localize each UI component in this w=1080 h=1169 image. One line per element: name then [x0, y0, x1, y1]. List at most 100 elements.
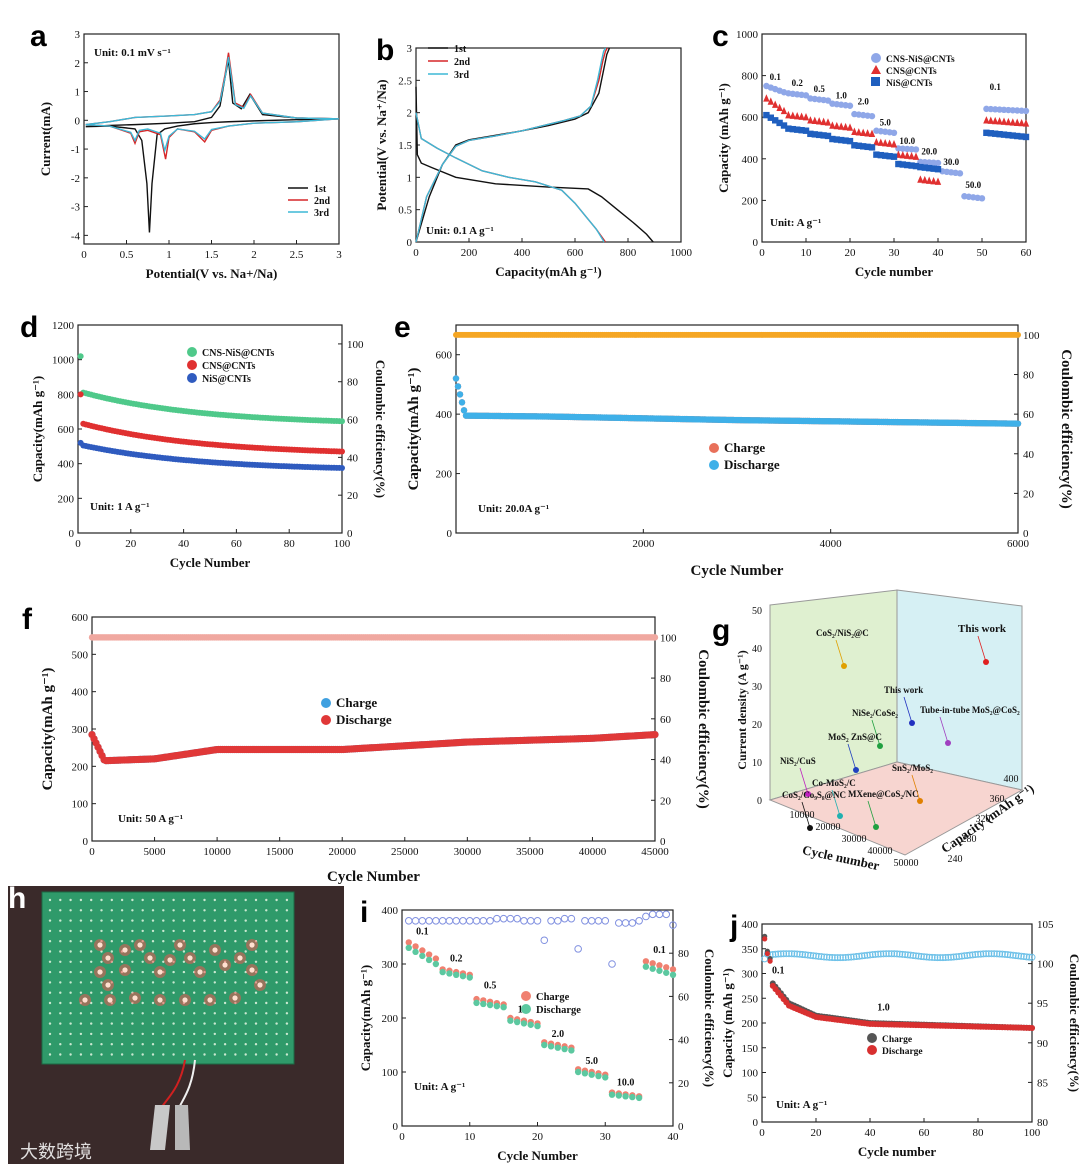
y-tick-label: 2: [407, 108, 413, 120]
ce-point: [581, 917, 589, 925]
board-hole: [162, 981, 165, 984]
board-hole: [193, 1032, 196, 1036]
data-point: [816, 131, 823, 139]
board-hole: [193, 919, 196, 922]
point-label: MoS₂ ZnS@C: [828, 732, 882, 742]
y-tick-label: 600: [58, 424, 75, 436]
board-hole: [69, 909, 72, 912]
board-hole: [285, 940, 289, 943]
rate-label: 0.1: [770, 72, 782, 82]
board-hole: [223, 1053, 227, 1056]
x-axis-title: Capacity(mAh g⁻¹): [495, 264, 601, 279]
ce-point: [939, 954, 947, 962]
data-point: [908, 152, 915, 160]
data-point: [992, 116, 999, 125]
board-hole: [275, 960, 278, 963]
board-hole: [141, 1022, 144, 1025]
board-hole: [223, 909, 227, 912]
ce-point: [809, 952, 817, 960]
y-tick-label: 200: [742, 1018, 759, 1030]
board-hole: [234, 1022, 237, 1025]
y-axis-title: Capacity(mAh g⁻¹): [358, 965, 373, 1071]
board-hole: [244, 1022, 247, 1025]
data-point: [873, 151, 880, 158]
data-point: [802, 127, 810, 134]
legend-swatch: [187, 347, 197, 357]
data-point: [767, 114, 774, 121]
data-point: [996, 117, 1003, 125]
board-hole: [131, 898, 134, 902]
ce-point: [608, 960, 616, 968]
board-hole: [100, 960, 103, 963]
ce-point: [772, 950, 779, 958]
y-tick-label: 600: [436, 350, 453, 362]
x-axis-title: Cycle number: [855, 264, 934, 279]
data-point: [493, 1002, 501, 1010]
board-hole: [100, 991, 103, 994]
data-point: [921, 164, 928, 171]
y2-tick-label: 100: [347, 339, 364, 351]
ce-point: [828, 954, 836, 962]
board-hole: [162, 940, 165, 943]
data-point: [500, 1004, 507, 1011]
board-hole: [203, 960, 206, 963]
board-hole: [193, 1043, 196, 1046]
data-point: [466, 974, 473, 981]
board-hole: [275, 1053, 278, 1056]
board-hole: [234, 919, 237, 922]
y-tick-label: 0: [69, 528, 75, 540]
board-hole: [234, 940, 237, 943]
board-hole: [131, 950, 134, 953]
y-tick-label: 300: [382, 959, 399, 971]
board-hole: [265, 1043, 268, 1046]
data-point: [987, 130, 994, 137]
y-tick-label: 250: [742, 993, 759, 1005]
board-hole: [244, 960, 247, 963]
data-point: [909, 720, 915, 726]
data-point: [789, 125, 796, 133]
ce-point: [855, 952, 863, 960]
board-hole: [79, 970, 83, 974]
data-point: [776, 103, 783, 112]
y-axis-title: Current density (A g⁻¹): [735, 650, 749, 769]
board-hole: [151, 940, 155, 943]
x-tick-label: 10: [801, 247, 813, 259]
board-hole: [48, 940, 52, 943]
y-tick-label: 100: [72, 799, 89, 811]
board-hole: [172, 981, 175, 984]
discharge-curve: [415, 112, 605, 243]
y-tick-label: 500: [72, 649, 89, 661]
board-hole: [244, 919, 247, 922]
data-point: [663, 969, 670, 976]
board-hole: [48, 960, 52, 963]
board-hole: [90, 919, 93, 922]
board-hole: [141, 1032, 144, 1036]
legend-label: 2nd: [454, 57, 471, 68]
unit-note: Unit: 1 A g⁻¹: [90, 501, 150, 513]
panel-letter: c: [712, 20, 729, 53]
data-point: [824, 132, 832, 140]
data-point: [886, 139, 893, 147]
data-point: [1005, 131, 1012, 139]
board-hole: [120, 929, 124, 933]
data-point: [453, 971, 460, 978]
data-point: [908, 162, 915, 169]
alligator-clip: [150, 1105, 170, 1150]
data-point: [669, 971, 677, 978]
data-point: [1014, 132, 1021, 140]
x-tick-label: 40: [178, 538, 190, 550]
data-point: [820, 132, 827, 139]
board-hole: [48, 1032, 52, 1036]
data-point: [595, 1072, 602, 1080]
y2-tick-label: 100: [660, 632, 677, 644]
board-hole: [275, 1032, 278, 1036]
ce-point: [912, 952, 920, 960]
led: [122, 947, 128, 953]
board-hole: [172, 1012, 175, 1015]
panel-b: 0 200 400 600 800 1000 0 0.5 1 1.5 2 2.5 3 Capacity(m…: [374, 43, 693, 279]
board-hole: [285, 1001, 289, 1005]
board-hole: [120, 898, 124, 902]
board-hole: [59, 929, 62, 933]
y-tick-label: 200: [58, 493, 75, 505]
charge-curve: [415, 47, 608, 243]
